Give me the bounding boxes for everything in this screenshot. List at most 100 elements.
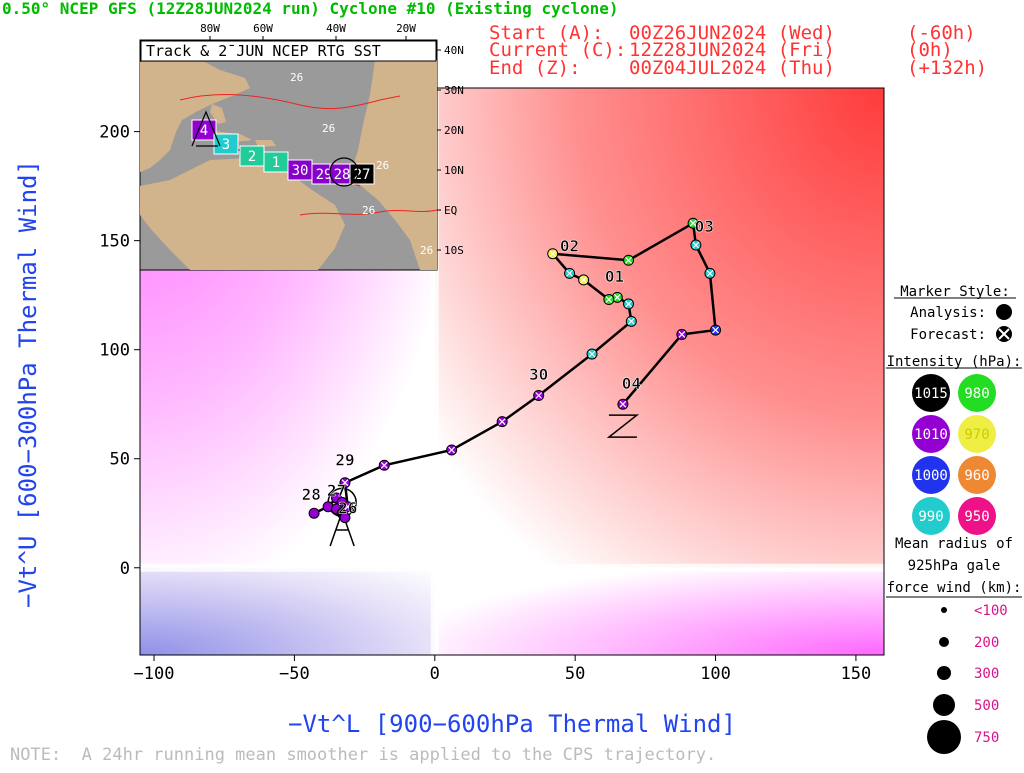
x-tick-label: 150 (841, 664, 872, 684)
y-axis-label: −Vt^U [600−300hPa Thermal Wind] (14, 160, 42, 608)
start-label: Start (A): (489, 22, 603, 44)
day-label: 02 (560, 237, 579, 256)
analysis-label: Analysis: (910, 305, 986, 321)
inset-axes: 80W 60W 40W 20W 40N 30N 20N 10N EQ 10S (200, 22, 464, 257)
track-point (339, 512, 351, 524)
inset-lon-label: 40W (326, 22, 346, 35)
forecast-cross (535, 392, 543, 399)
inset-sst-label: 26 (290, 71, 303, 84)
inset-sst-label: 26 (376, 159, 389, 172)
forecast-cross (580, 276, 588, 284)
inset-track-box-label: 27 (354, 167, 371, 183)
chart-title: 0.50° NCEP GFS (12Z28JUN2024 run) Cyclon… (2, 0, 619, 18)
inset-track-box-label: 2 (248, 149, 256, 165)
radius-title-3: force wind (km): (887, 580, 1022, 596)
inset-lon-label: 60W (253, 22, 273, 35)
y-tick-label: 100 (99, 341, 130, 361)
intensity-swatch (912, 497, 950, 535)
footnote: NOTE: A 24hr running mean smoother is ap… (10, 745, 716, 765)
plot-frame (139, 87, 885, 656)
forecast-cross (625, 256, 632, 264)
intensity-swatch (912, 415, 950, 453)
start-offset: (-60h) (907, 22, 976, 44)
x-tick-label: 100 (700, 664, 731, 684)
intensity-label: 1010 (914, 427, 948, 443)
inset-track-box (191, 119, 217, 141)
inset-land-north-america (140, 62, 250, 172)
zero-y-band (140, 563, 884, 572)
inset-lat-label: 10S (444, 244, 464, 257)
intensity-swatch (958, 415, 996, 453)
inset-lat-label: EQ (444, 204, 457, 217)
radius-title-2: 925hPa gale (908, 558, 1001, 574)
day-label: 29 (335, 450, 354, 469)
y-tick-label: 150 (99, 232, 130, 252)
forecast-cross (498, 418, 506, 426)
forecast-cross (549, 250, 557, 258)
forecast-cross (619, 400, 627, 408)
day-label: 28 (302, 485, 321, 504)
radius-title-1: Mean radius of (895, 536, 1013, 552)
intensity-legend: 1015 980 1010 970 1000 960 990 950 (912, 374, 996, 535)
day-label: 01 (605, 267, 624, 286)
intensity-title: Intensity (hPa): (887, 354, 1022, 370)
intensity-swatch (912, 456, 950, 494)
inset-title-box (140, 40, 437, 62)
day-label: 30 (529, 365, 548, 384)
radius-swatch (937, 666, 951, 680)
forecast-cross (344, 503, 352, 511)
radius-swatch (941, 607, 947, 613)
inset-lon-label: 20W (396, 22, 416, 35)
inset-lon-label: 80W (200, 22, 220, 35)
forecast-cross (588, 350, 596, 358)
forecast-cross (689, 219, 697, 227)
intensity-label: 980 (964, 386, 989, 402)
forecast-cross (380, 461, 388, 469)
axes: −100 −50 0 50 100 150 0 50 100 150 200 (99, 123, 871, 684)
forecast-cross (605, 296, 613, 303)
radius-label: <100 (974, 603, 1008, 619)
end-marker-z (606, 414, 640, 438)
inset-track-box-label: 30 (292, 163, 309, 179)
day-label: 26 (338, 498, 357, 517)
forecast-marker-cross (998, 328, 1010, 340)
inset-end-marker (191, 110, 221, 147)
radius-legend: <100 200 300 500 750 (927, 603, 1008, 754)
inset-land-florida (210, 104, 226, 124)
x-axis-label: −Vt^L [900−600hPa Thermal Wind] (288, 710, 736, 738)
inset-land-africa (352, 60, 437, 270)
intensity-label: 1015 (914, 386, 948, 402)
intensity-swatch (958, 456, 996, 494)
legend: Marker Style: Analysis: Forecast: Intens… (886, 284, 1022, 754)
x-tick-label: 0 (430, 664, 440, 684)
inset-track-box-label: 3 (222, 137, 230, 153)
end-offset: (+132h) (907, 57, 987, 79)
inset-sst-contour-north (179, 94, 401, 110)
forecast-cross (613, 293, 621, 301)
forecast-cross (706, 269, 714, 277)
intensity-swatch (958, 374, 996, 412)
inset-lat-label: 20N (444, 124, 464, 137)
forecast-cross (678, 331, 686, 338)
forecast-label: Forecast: (910, 327, 986, 343)
inset-land-south-america (140, 158, 345, 270)
intensity-label: 970 (964, 427, 989, 443)
deep-warm-core-region (434, 88, 884, 568)
inset-track: 43 2 1 30 29 28 27 (191, 110, 375, 187)
inset-sst-label: 26 (420, 244, 433, 257)
inset-sst-label: 26 (322, 122, 335, 135)
y-tick-label: 200 (99, 123, 130, 143)
current-time: 12Z28JUN2024 (Fri) (629, 39, 835, 61)
forecast-cross (692, 241, 700, 249)
radius-swatch (933, 694, 955, 716)
marker-style-title: Marker Style: (900, 284, 1010, 300)
track-point (308, 507, 320, 519)
shallow-warm-core-region (434, 567, 884, 655)
intensity-label: 950 (964, 509, 989, 525)
inset-sst-label: 26 (362, 204, 375, 217)
inset-map: Track & 2¯JUN NCEP RTG SST 80W 60W 40W 20W 4… (139, 22, 464, 271)
day-label: 04 (622, 374, 641, 393)
forecast-cross (566, 269, 573, 277)
start-time: 00Z26JUN2024 (Wed) (629, 22, 835, 44)
